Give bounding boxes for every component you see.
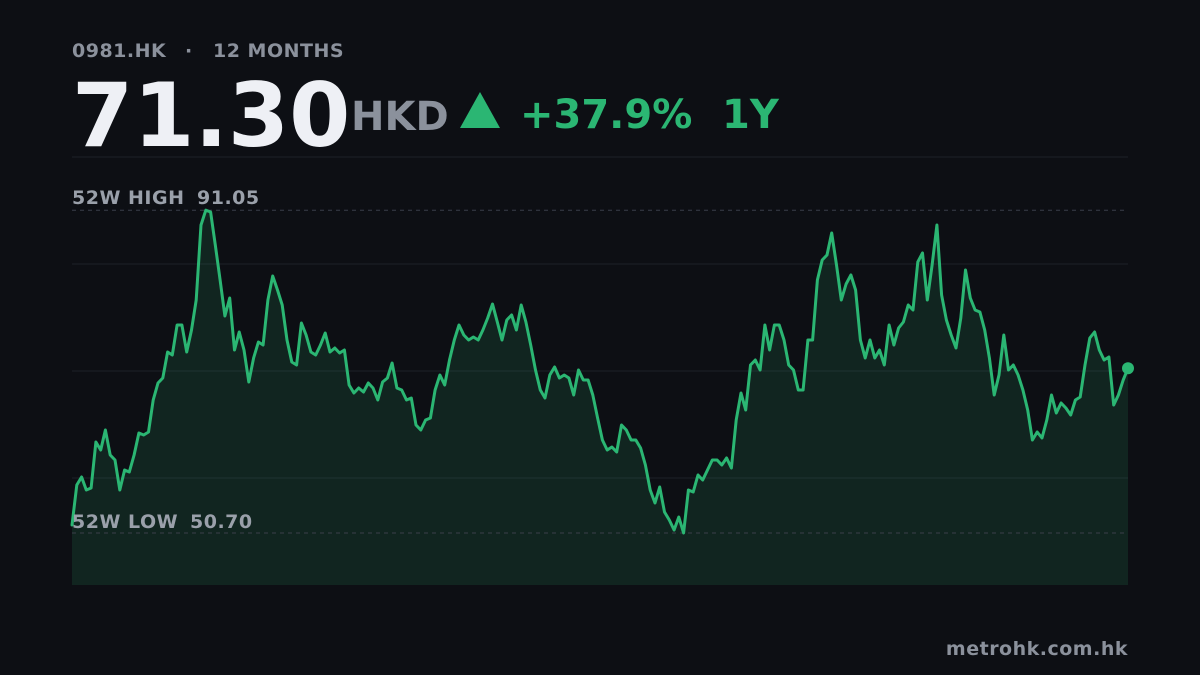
change-period: 1Y <box>722 92 780 138</box>
source: metrohk.com.hk <box>946 638 1128 660</box>
price-line <box>70 208 1130 535</box>
plot <box>70 208 1134 585</box>
area-fill <box>72 210 1128 585</box>
period: 12 MONTHS <box>213 40 344 62</box>
low-label: 52W LOW <box>72 511 178 533</box>
change: +37.9% <box>520 92 692 138</box>
price: 71.30 <box>72 64 350 167</box>
currency: HKD <box>351 94 449 140</box>
ticker: 0981.HK <box>72 40 167 62</box>
high-value: 91.05 <box>197 187 260 209</box>
separator: · <box>185 40 192 62</box>
up-arrow <box>460 92 500 128</box>
low-value: 50.70 <box>190 511 253 533</box>
high-label: 52W HIGH <box>72 187 184 209</box>
last-point <box>1122 362 1134 375</box>
